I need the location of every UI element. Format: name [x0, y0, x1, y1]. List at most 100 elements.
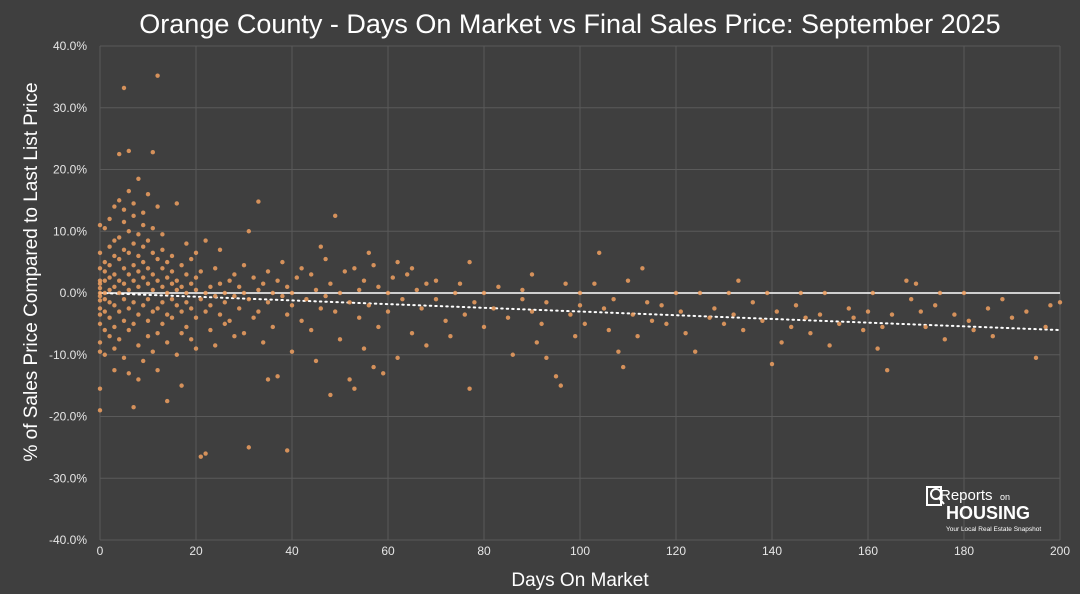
data-point	[117, 235, 122, 240]
data-point	[385, 290, 391, 296]
data-point	[448, 334, 453, 339]
x-tick-label: 160	[858, 544, 878, 558]
data-point	[155, 256, 160, 262]
data-point	[880, 324, 885, 330]
data-point	[193, 250, 199, 256]
trendline	[99, 292, 1061, 332]
data-point	[765, 290, 770, 296]
data-point	[160, 284, 165, 290]
data-point	[193, 346, 199, 351]
y-tick-label: -10.0%	[49, 348, 87, 362]
trendline-path	[99, 292, 1061, 332]
x-axis-title: Days On Market	[511, 570, 649, 591]
data-point	[328, 281, 333, 286]
data-point	[203, 309, 208, 314]
data-point	[193, 275, 199, 280]
data-point	[97, 293, 103, 299]
data-point	[97, 222, 103, 228]
data-point	[117, 309, 122, 314]
data-point	[491, 306, 496, 311]
data-point	[361, 346, 367, 351]
data-point	[97, 312, 103, 317]
data-point	[1009, 315, 1015, 320]
data-point	[213, 343, 218, 348]
data-point	[395, 355, 400, 361]
data-point	[126, 188, 131, 194]
data-point	[808, 330, 813, 336]
data-point	[817, 312, 823, 317]
data-point	[285, 284, 290, 290]
data-point	[582, 321, 587, 327]
house-magnifier-icon	[926, 486, 945, 506]
data-point	[731, 312, 736, 317]
data-point	[189, 306, 194, 311]
data-point	[141, 358, 146, 364]
data-point	[347, 377, 352, 382]
x-tick-label: 100	[570, 544, 590, 558]
x-tick-label: 200	[1050, 544, 1070, 558]
data-point	[289, 349, 295, 354]
data-point	[97, 298, 103, 303]
data-point	[721, 321, 727, 327]
data-point	[611, 296, 616, 302]
data-point	[217, 312, 223, 317]
data-point	[117, 290, 122, 296]
y-tick-label: 40.0%	[53, 39, 87, 53]
data-point	[107, 334, 112, 339]
data-point	[131, 405, 136, 410]
data-point	[909, 296, 914, 302]
data-point	[179, 263, 184, 268]
data-point	[169, 296, 175, 302]
data-point	[141, 303, 146, 308]
data-point	[179, 383, 184, 388]
data-point	[385, 309, 391, 314]
data-point	[1033, 355, 1039, 361]
data-point	[966, 318, 971, 323]
data-point	[97, 321, 103, 327]
data-point	[107, 244, 112, 249]
data-point	[131, 278, 136, 283]
data-point	[112, 367, 117, 373]
data-point	[121, 219, 127, 225]
data-point	[333, 213, 338, 219]
data-point	[237, 306, 242, 311]
data-point	[544, 355, 549, 361]
data-point	[241, 263, 247, 268]
data-point	[520, 287, 525, 293]
data-point	[141, 210, 146, 215]
data-point	[851, 315, 856, 320]
data-point	[424, 281, 429, 286]
logo-reports-text: Reports	[940, 487, 993, 504]
data-point	[246, 445, 251, 450]
data-point	[750, 300, 755, 305]
data-point	[309, 327, 314, 333]
data-point	[942, 337, 947, 342]
data-point	[102, 309, 108, 314]
data-point	[155, 73, 160, 78]
data-point	[544, 300, 549, 305]
data-point	[405, 272, 410, 277]
data-point	[256, 309, 261, 314]
logo-tagline-text: Your Local Real Estate Snapshot	[946, 526, 1041, 533]
data-point	[693, 349, 698, 354]
data-point	[558, 383, 563, 388]
data-point	[136, 343, 141, 348]
data-point	[861, 327, 866, 333]
data-point	[827, 343, 832, 348]
data-point	[400, 296, 405, 302]
data-point	[213, 293, 218, 299]
data-point	[97, 278, 103, 283]
data-point	[136, 269, 141, 274]
data-point	[160, 247, 165, 252]
data-point	[649, 318, 655, 323]
x-tick-label: 20	[189, 544, 203, 558]
data-point	[261, 340, 266, 345]
data-point	[265, 300, 271, 305]
data-point	[126, 327, 131, 333]
data-point	[270, 290, 275, 296]
data-point	[342, 269, 347, 274]
data-point	[937, 290, 943, 296]
data-point	[889, 312, 895, 317]
data-point	[131, 213, 136, 219]
data-point	[520, 296, 525, 302]
